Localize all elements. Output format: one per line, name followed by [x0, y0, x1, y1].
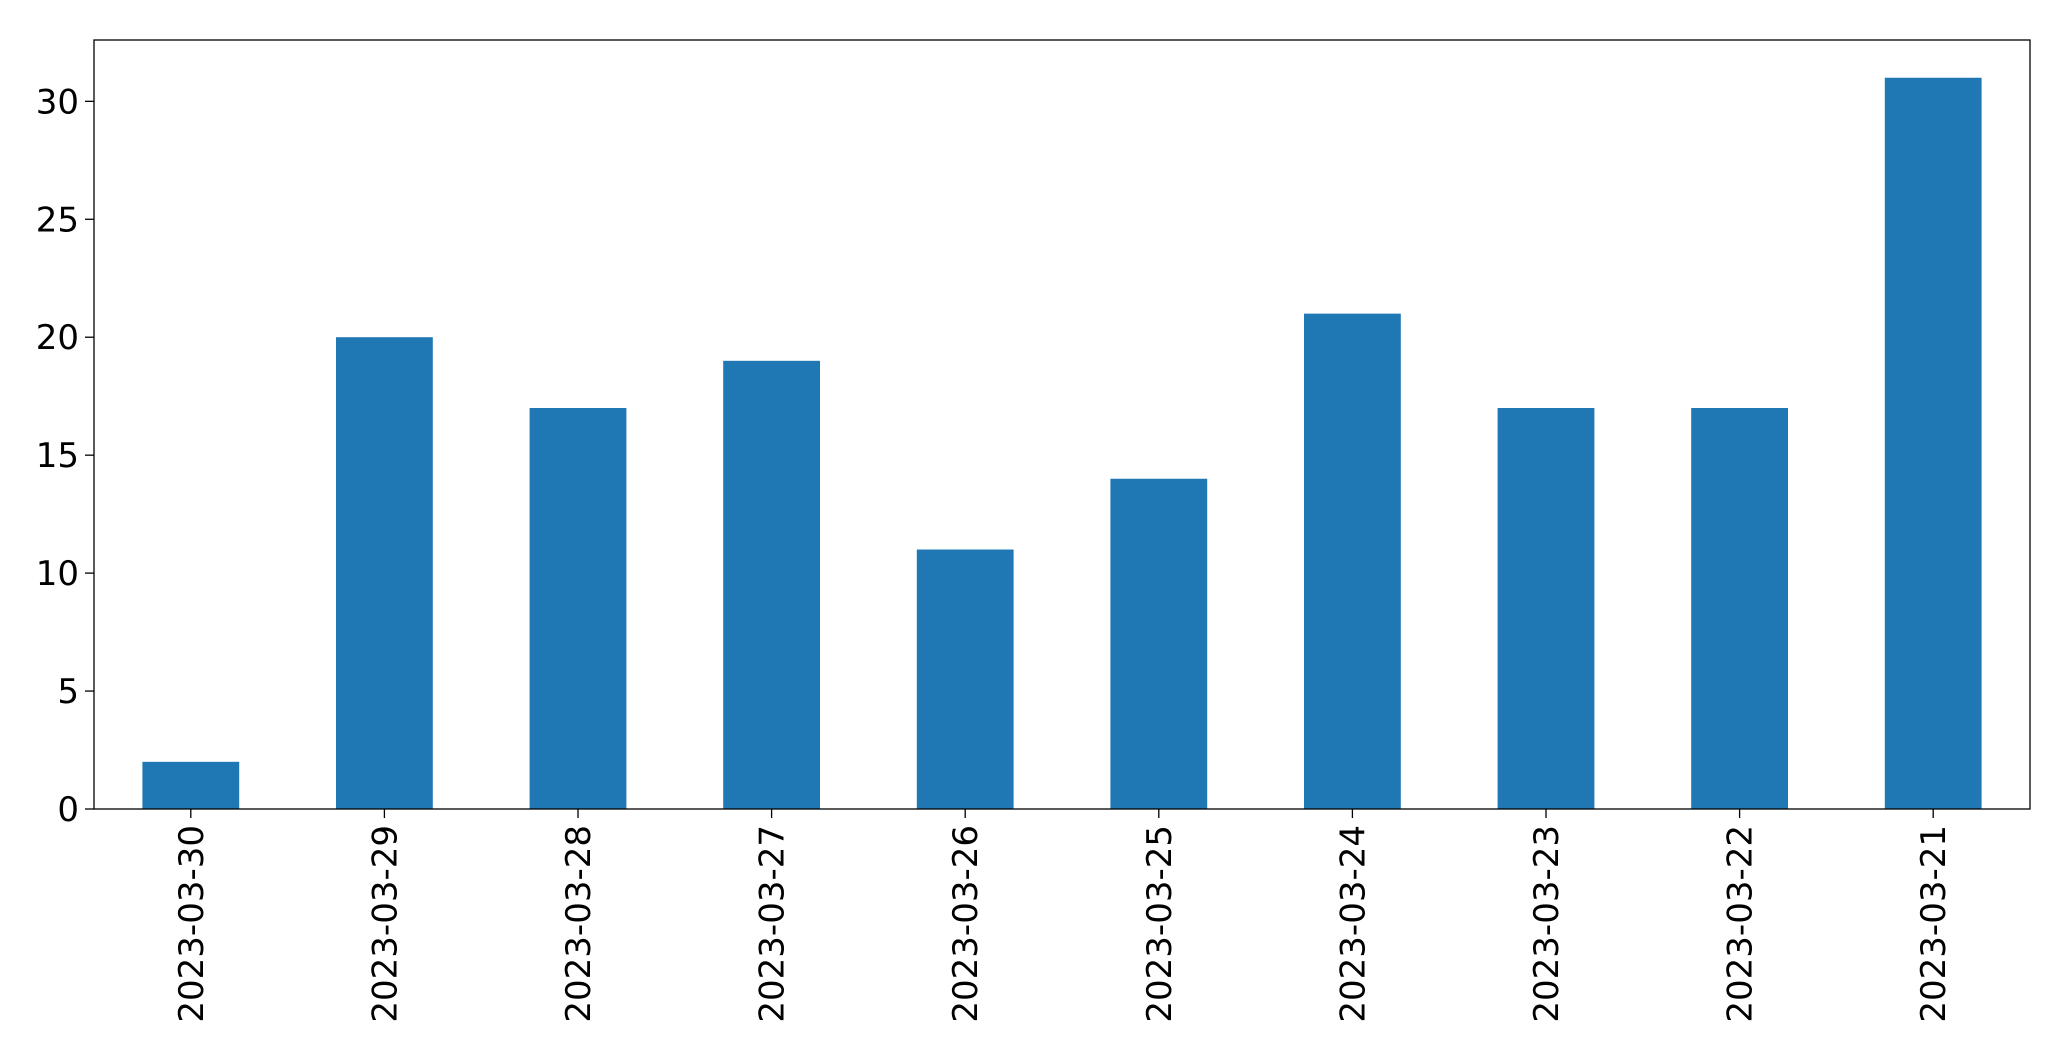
x-tick-label: 2023-03-24	[1333, 825, 1373, 1023]
bar	[723, 360, 820, 809]
y-tick-label: 15	[36, 436, 79, 476]
bar	[1497, 407, 1595, 809]
x-tick-label: 2023-03-28	[559, 825, 599, 1023]
bar	[142, 761, 240, 809]
bar	[1691, 407, 1788, 809]
x-tick-label: 2023-03-30	[172, 825, 212, 1023]
x-tick-label: 2023-03-27	[753, 825, 793, 1023]
y-tick-label: 25	[36, 200, 79, 240]
bar	[529, 407, 627, 809]
x-tick-label: 2023-03-26	[946, 825, 986, 1023]
bar	[1884, 77, 1982, 810]
bar	[1110, 478, 1208, 809]
y-tick-label: 20	[36, 318, 79, 358]
y-tick-label: 0	[57, 790, 79, 830]
bar	[916, 549, 1014, 809]
x-tick-label: 2023-03-29	[365, 825, 405, 1023]
plot-frame	[93, 39, 2031, 810]
x-tick-label: 2023-03-25	[1140, 825, 1180, 1023]
y-tick-label: 5	[57, 672, 79, 712]
y-tick-label: 30	[36, 82, 79, 122]
y-tick-label: 10	[36, 554, 79, 594]
bar	[336, 337, 433, 809]
x-tick-label: 2023-03-23	[1527, 825, 1567, 1023]
bar	[1304, 313, 1401, 809]
x-tick-label: 2023-03-21	[1914, 825, 1954, 1023]
x-tick-label: 2023-03-22	[1721, 825, 1761, 1023]
